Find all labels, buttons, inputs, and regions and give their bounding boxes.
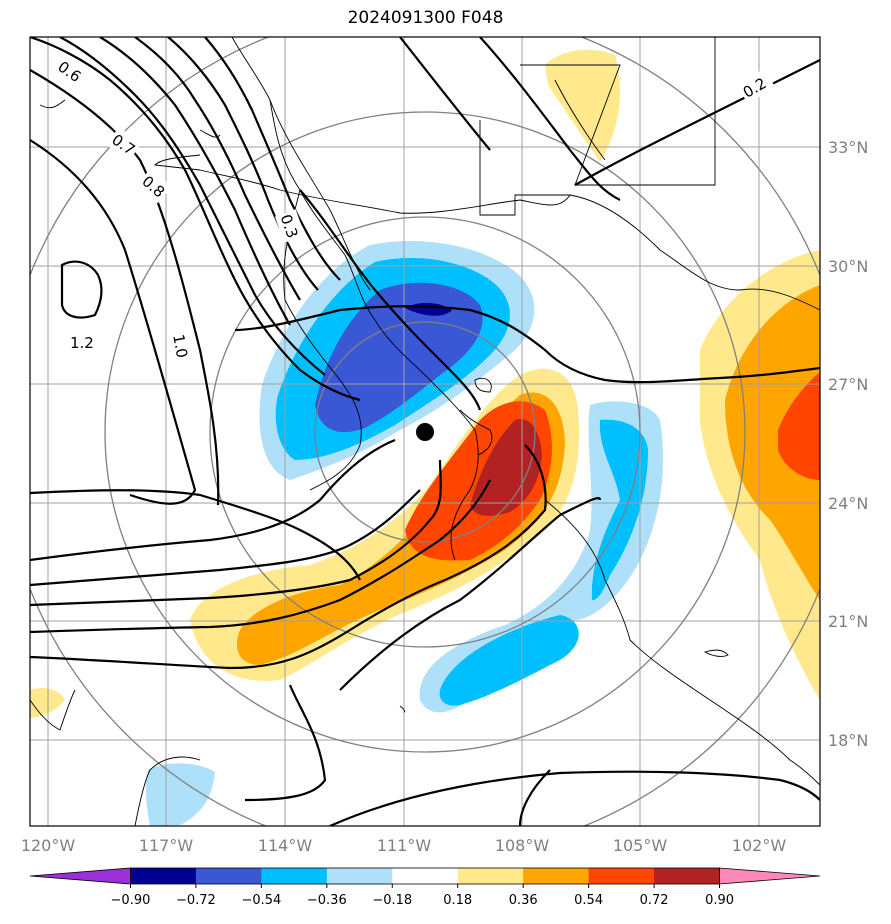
colorbar: −0.90 −0.72 −0.54 −0.36 −0.18 0.18 0.36 0.54 0.7… bbox=[29, 867, 821, 908]
colorbar-swatch bbox=[392, 868, 459, 884]
colorbar-tick-label: 0.36 bbox=[509, 893, 538, 908]
colorbar-extend-max bbox=[719, 867, 821, 885]
height-contours bbox=[30, 37, 820, 826]
colorbar-tick-label: −0.36 bbox=[307, 893, 347, 908]
map-title: 2024091300 F048 bbox=[347, 8, 504, 28]
contour-label-1.2: 1.2 bbox=[70, 334, 94, 352]
colorbar-swatch bbox=[588, 868, 655, 884]
colorbar-tick-label: 0.54 bbox=[574, 893, 603, 908]
colorbar-tick-label: −0.90 bbox=[111, 893, 151, 908]
map-frame bbox=[29, 36, 821, 827]
lon-label-111w: 111°W bbox=[377, 836, 432, 855]
latitude-labels: 33°N 30°N 27°N 24°N 21°N 18°N bbox=[828, 138, 868, 750]
contour-label-1.0: 1.0 bbox=[169, 333, 191, 360]
storm-center-marker bbox=[416, 423, 434, 441]
longitude-labels: 120°W 117°W 114°W 111°W 108°W 105°W 102°… bbox=[21, 836, 787, 855]
colorbar-swatch bbox=[457, 868, 524, 884]
lat-label-33n: 33°N bbox=[828, 138, 868, 157]
se-negative-cyan bbox=[591, 419, 648, 600]
colorbar-extend-min bbox=[29, 867, 131, 885]
lon-label-105w: 105°W bbox=[613, 836, 668, 855]
east-positive-red bbox=[778, 372, 820, 480]
colorbar-tick-label: −0.18 bbox=[372, 893, 412, 908]
lon-label-102w: 102°W bbox=[732, 836, 787, 855]
lon-label-108w: 108°W bbox=[495, 836, 550, 855]
lon-label-120w: 120°W bbox=[21, 836, 76, 855]
colorbar-outline bbox=[130, 867, 720, 885]
colorbar-tick-label: −0.54 bbox=[241, 893, 281, 908]
lat-label-27n: 27°N bbox=[828, 375, 868, 394]
east-positive-orange bbox=[725, 285, 820, 600]
small-negative-patch bbox=[145, 763, 215, 826]
north-positive-yellow bbox=[545, 49, 620, 162]
lat-label-30n: 30°N bbox=[828, 257, 868, 276]
colorbar-tick-label: 0.18 bbox=[443, 893, 472, 908]
anomaly-shading bbox=[30, 49, 820, 826]
colorbar-swatch bbox=[130, 868, 197, 884]
lat-label-21n: 21°N bbox=[828, 612, 868, 631]
colorbar-tick-label: 0.90 bbox=[705, 893, 734, 908]
graticule bbox=[30, 37, 820, 826]
coastlines bbox=[30, 37, 820, 826]
colorbar-swatch bbox=[326, 868, 393, 884]
lat-label-24n: 24°N bbox=[828, 494, 868, 513]
negative-lobe-blue bbox=[315, 282, 483, 433]
lat-label-18n: 18°N bbox=[828, 731, 868, 750]
se-negative-light bbox=[419, 401, 664, 713]
colorbar-tick-label: 0.72 bbox=[640, 893, 669, 908]
sw-negative-cyan bbox=[439, 615, 579, 706]
contour-1.2 bbox=[60, 260, 103, 319]
contour-1.0 bbox=[30, 69, 220, 506]
positive-lobe-dark-red bbox=[470, 419, 542, 516]
colorbar-swatch bbox=[654, 868, 721, 884]
colorbar-swatch bbox=[523, 868, 590, 884]
lon-label-114w: 114°W bbox=[258, 836, 313, 855]
range-rings bbox=[30, 37, 820, 826]
lon-label-117w: 117°W bbox=[139, 836, 194, 855]
colorbar-swatch bbox=[261, 868, 328, 884]
colorbar-swatch bbox=[195, 868, 262, 884]
colorbar-tick-label: −0.72 bbox=[176, 893, 216, 908]
